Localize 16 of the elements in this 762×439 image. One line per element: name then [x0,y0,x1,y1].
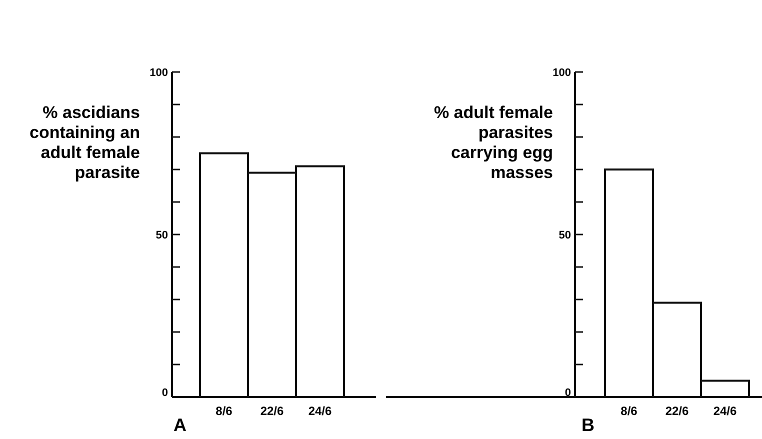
text: B [582,415,594,435]
x-tick-label: 8/6 [216,404,233,418]
x-tick-label: 8/6 [620,404,638,418]
text: A [174,415,186,435]
y-tick-label: 100 [150,66,168,79]
y-tick-label: 50 [156,229,168,242]
x-tick-label: 24/6 [713,404,737,418]
y-axis-title: % adult female parasites carrying egg masses [434,103,553,182]
y-tick-label: 0 [162,386,168,399]
x-tick-label: 22/6 [665,404,689,418]
x-tick-label: 24/6 [308,404,332,418]
y-axis-title: % ascidians containing an adult female parasite [30,103,140,182]
y-tick-label: 0 [564,386,571,399]
y-tick-label: 100 [552,66,571,79]
x-tick-label: 22/6 [260,404,284,418]
y-tick-label: 50 [558,229,571,242]
